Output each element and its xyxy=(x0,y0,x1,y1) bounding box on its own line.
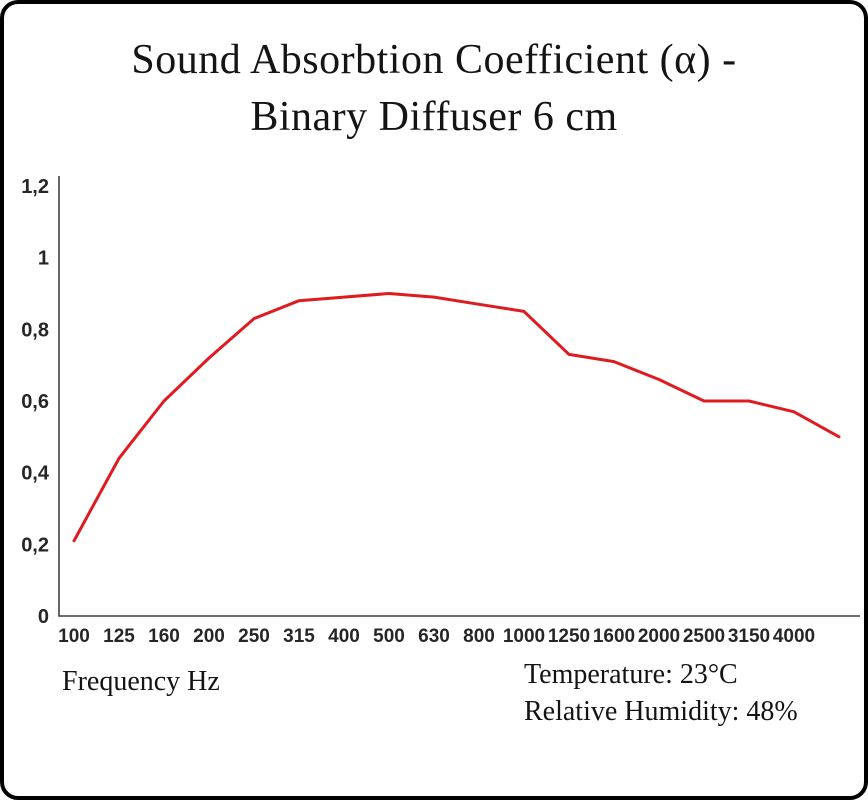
humidity-label: Relative Humidity: 48% xyxy=(524,696,798,727)
x-tick-label: 160 xyxy=(148,626,180,647)
x-axis-title: Frequency Hz xyxy=(62,666,220,697)
x-tick-label: 200 xyxy=(193,626,225,647)
x-tick-label: 2000 xyxy=(638,626,680,647)
x-tick-label: 125 xyxy=(103,626,135,647)
x-tick-label: 1250 xyxy=(548,626,590,647)
y-tick-label: 0,8 xyxy=(21,319,49,341)
line-chart: 0 0,2 0,4 0,6 0,8 1 1,2 100 125 160 200 250 315 400 50… xyxy=(21,176,860,647)
x-tick-label: 315 xyxy=(283,626,315,647)
chart-axes xyxy=(58,176,860,617)
x-tick-label: 3150 xyxy=(728,626,770,647)
conditions-block: Temperature: 23°C Relative Humidity: 48% xyxy=(524,656,798,730)
x-tick-label: 100 xyxy=(58,626,90,647)
y-tick-label: 1,2 xyxy=(21,176,49,198)
x-tick-label: 800 xyxy=(463,626,495,647)
x-tick-label: 500 xyxy=(373,626,405,647)
absorption-coefficient-line xyxy=(72,292,841,543)
chart-title-line1: Sound Absorbtion Coefficient (α) - xyxy=(131,37,737,83)
x-tick-label: 1000 xyxy=(503,626,545,647)
y-tick-label: 0,6 xyxy=(21,391,49,413)
temperature-label: Temperature: 23°C xyxy=(524,659,738,690)
y-tick-label: 0,4 xyxy=(21,463,50,485)
y-tick-label: 0,2 xyxy=(21,534,49,556)
x-tick-label: 1600 xyxy=(593,626,635,647)
x-tick-label: 630 xyxy=(418,626,450,647)
x-tick-label: 250 xyxy=(238,626,270,647)
x-tick-label: 2500 xyxy=(683,626,725,647)
x-tick-label: 4000 xyxy=(773,626,815,647)
x-tick-label: 400 xyxy=(328,626,360,647)
chart-title: Sound Absorbtion Coefficient (α) - Binar… xyxy=(4,32,864,145)
y-tick-label: 1 xyxy=(38,248,49,270)
chart-title-line2: Binary Diffuser 6 cm xyxy=(250,93,618,140)
y-tick-label: 0 xyxy=(38,606,49,628)
